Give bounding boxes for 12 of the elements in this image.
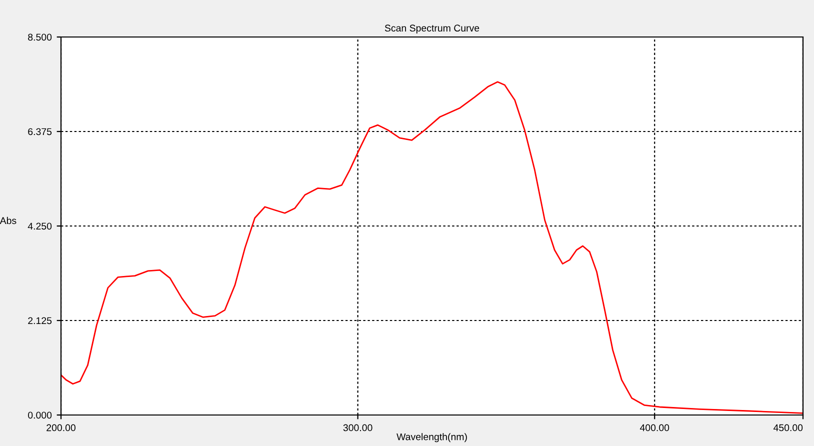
y-tick-label: 0.000 [28, 412, 52, 419]
y-tick-label: 8.500 [28, 34, 52, 41]
chart-title: Scan Spectrum Curve [384, 24, 480, 34]
x-tick-label: 450.00 [773, 424, 803, 432]
x-axis-title: Wavelength(nm) [396, 433, 467, 442]
y-tick-label: 4.250 [28, 222, 52, 230]
x-tick-label: 300.00 [343, 424, 372, 432]
y-tick-label: 2.125 [28, 317, 52, 324]
x-tick-label: 200.00 [46, 424, 76, 432]
y-axis-title: Abs [0, 216, 16, 224]
x-tick-label: 400.00 [640, 424, 670, 432]
y-tick-label: 6.375 [28, 128, 52, 136]
